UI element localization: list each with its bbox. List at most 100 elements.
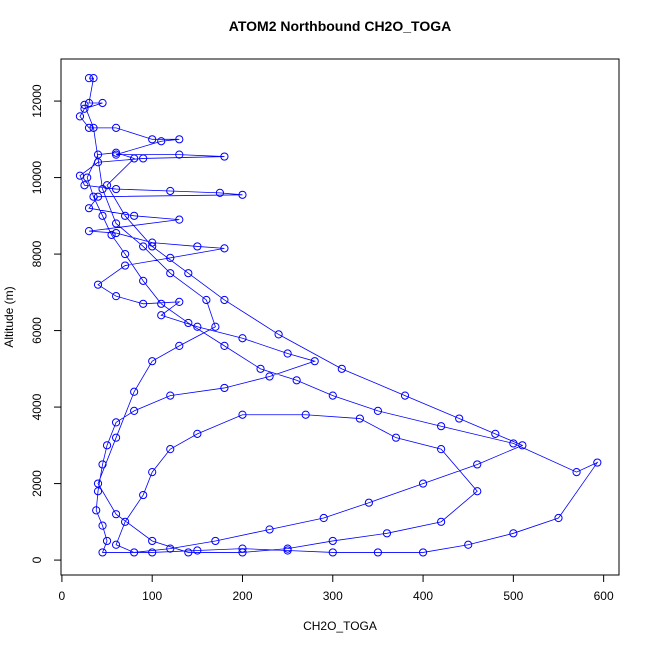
data-point <box>554 513 563 523</box>
data-point <box>83 173 92 182</box>
data-point <box>418 479 428 488</box>
y-tick-label: 2000 <box>30 470 44 497</box>
data-point <box>157 311 166 320</box>
data-point <box>193 429 202 438</box>
data-point <box>121 211 130 220</box>
x-tick-label: 400 <box>413 589 433 603</box>
data-point <box>98 548 107 557</box>
data-point <box>215 188 225 197</box>
data-point <box>175 135 184 144</box>
data-point <box>111 228 121 238</box>
data-point <box>509 439 518 448</box>
data-point <box>193 546 202 555</box>
data-point <box>84 227 94 236</box>
data-point <box>373 406 383 416</box>
data-point <box>148 357 157 366</box>
data-point <box>148 548 157 557</box>
data-point <box>437 445 446 454</box>
data-point <box>93 192 103 201</box>
data-point <box>111 418 121 427</box>
data-point <box>89 74 98 83</box>
x-tick-label: 200 <box>232 589 252 603</box>
data-point <box>220 341 229 350</box>
y-tick-label: 6000 <box>30 317 44 344</box>
data-point <box>382 529 392 538</box>
y-tick-label: 8000 <box>30 240 44 267</box>
data-point <box>148 242 157 251</box>
data-point <box>593 458 602 467</box>
data-point <box>455 414 464 423</box>
data-point <box>256 364 265 373</box>
data-point <box>89 123 98 132</box>
data-point <box>130 387 139 396</box>
data-point <box>111 540 121 549</box>
data-point <box>473 487 482 496</box>
data-point <box>130 154 139 163</box>
data-point <box>184 269 193 278</box>
data-point <box>130 406 139 416</box>
data-point <box>98 98 107 108</box>
data-point <box>121 249 130 259</box>
data-point <box>265 372 274 381</box>
y-tick-label: 10000 <box>30 161 44 195</box>
data-point <box>111 510 121 519</box>
data-point <box>111 219 121 228</box>
data-point <box>211 322 220 331</box>
data-point <box>437 517 446 526</box>
data-point <box>292 376 301 385</box>
data-point <box>102 536 112 546</box>
data-point <box>572 468 581 477</box>
data-point <box>184 548 193 557</box>
data-point <box>473 460 482 469</box>
data-point <box>92 506 101 515</box>
data-point <box>111 292 121 301</box>
data-point <box>355 414 364 423</box>
data-point <box>337 364 346 373</box>
data-point <box>166 253 175 263</box>
data-point <box>464 540 473 549</box>
data-point <box>400 391 410 400</box>
data-point <box>80 104 89 113</box>
data-point <box>220 152 229 161</box>
y-axis-label: Altitude (m) <box>2 286 16 347</box>
data-point <box>157 299 166 308</box>
data-point <box>102 441 112 450</box>
data-point <box>111 433 121 442</box>
data-point <box>166 391 175 400</box>
data-point <box>328 536 337 546</box>
data-point <box>111 123 121 132</box>
data-point <box>80 100 89 110</box>
data-point <box>509 529 518 538</box>
data-point <box>238 544 247 553</box>
data-point <box>283 349 292 358</box>
data-point <box>220 295 229 305</box>
data-point <box>130 211 139 220</box>
data-point <box>193 322 202 331</box>
data-point <box>274 330 283 339</box>
x-tick-label: 0 <box>59 589 66 603</box>
data-point <box>391 433 401 442</box>
data-point <box>238 190 247 199</box>
data-point <box>139 299 148 308</box>
data-point <box>373 548 383 557</box>
data-point <box>84 204 94 213</box>
data-point <box>139 490 148 500</box>
data-line <box>79 77 599 553</box>
x-tick-label: 600 <box>594 589 614 603</box>
data-point <box>121 261 130 270</box>
data-point <box>139 242 148 251</box>
data-point <box>328 548 337 557</box>
data-point <box>111 148 121 157</box>
data-point <box>175 341 184 350</box>
data-point <box>148 468 157 477</box>
x-tick-label: 500 <box>503 589 523 603</box>
data-point <box>166 186 175 196</box>
data-point <box>89 192 98 201</box>
data-point <box>148 135 157 144</box>
data-point <box>301 410 310 419</box>
data-point <box>319 513 328 523</box>
y-tick-label: 4000 <box>30 393 44 420</box>
data-point <box>184 318 193 328</box>
data-point <box>98 460 107 469</box>
